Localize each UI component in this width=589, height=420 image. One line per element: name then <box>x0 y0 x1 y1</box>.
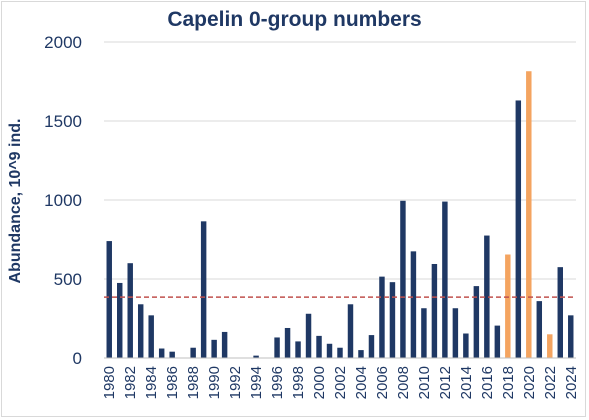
bar-1994 <box>253 355 259 358</box>
bar-1983 <box>137 304 144 358</box>
bar-2023 <box>557 267 563 358</box>
bar-2010 <box>421 308 427 358</box>
bar-1998 <box>295 341 301 358</box>
bar-1982 <box>127 263 133 358</box>
bar-2018 <box>505 254 511 358</box>
bar-2002 <box>337 347 343 358</box>
x-tick-label: 1988 <box>185 366 202 399</box>
bar-2019 <box>515 100 522 359</box>
y-tick-label: 2000 <box>44 33 82 52</box>
bar-2007 <box>389 282 396 358</box>
chart-title: Capelin 0-group numbers <box>167 8 422 31</box>
x-tick-label: 2012 <box>437 366 454 399</box>
bar-2012 <box>442 201 448 358</box>
x-tick-labels: 1980 1982 1984 1986 1988 1990 1992 1994 1996 1998… <box>101 366 580 399</box>
x-tick-label: 1996 <box>269 366 286 399</box>
y-tick-label: 500 <box>54 270 82 289</box>
bar-2008 <box>400 200 406 358</box>
bar-2024 <box>568 315 574 358</box>
bar-1989 <box>200 221 207 358</box>
x-tick-label: 1982 <box>122 366 139 399</box>
x-tick-label: 2000 <box>311 366 328 399</box>
x-tick-label: 2006 <box>374 366 391 399</box>
x-tick-label: 1994 <box>248 366 265 399</box>
x-tick-label: 1992 <box>227 366 244 399</box>
x-tick-label: 2008 <box>395 366 412 399</box>
bar-1996 <box>274 337 280 358</box>
x-tick-label: 2022 <box>542 366 559 399</box>
bar-2006 <box>379 276 385 358</box>
x-tick-label: 1984 <box>143 366 160 399</box>
x-tick-label: 1998 <box>290 366 307 399</box>
bar-2001 <box>326 343 333 358</box>
x-tick-label: 2020 <box>521 366 538 399</box>
gridlines <box>104 41 576 280</box>
bar-2004 <box>358 350 364 358</box>
bar-2015 <box>473 286 480 358</box>
x-tick-label: 2004 <box>353 366 370 399</box>
bar-1981 <box>117 282 123 358</box>
x-tick-label: 1990 <box>206 366 223 399</box>
x-tick-label: 1986 <box>164 366 181 399</box>
bar-2011 <box>431 263 438 358</box>
bar-2017 <box>494 325 501 358</box>
bars <box>106 71 574 359</box>
x-tick-label: 2010 <box>416 366 433 399</box>
x-tick-label: 2002 <box>332 366 349 399</box>
bar-1991 <box>221 331 228 358</box>
bar-1988 <box>190 347 196 358</box>
bar-2009 <box>410 251 417 358</box>
bar-1997 <box>284 327 291 358</box>
y-tick-label: 1000 <box>44 191 82 210</box>
bar-2000 <box>316 335 322 358</box>
y-tick-label: 0 <box>73 349 82 368</box>
bar-2003 <box>347 304 354 358</box>
bar-2022 <box>547 334 553 358</box>
bar-2020 <box>526 71 532 358</box>
bar-1999 <box>305 313 312 358</box>
x-tick-label: 2014 <box>458 366 475 399</box>
bar-2013 <box>452 308 459 358</box>
bar-2016 <box>484 235 490 358</box>
x-tick-label: 2024 <box>563 366 580 399</box>
y-tick-label: 1500 <box>44 112 82 131</box>
bar-2021 <box>536 301 543 358</box>
bar-1980 <box>106 241 112 358</box>
bar-1986 <box>169 351 175 358</box>
bar-1984 <box>148 315 154 358</box>
bar-2005 <box>368 335 375 358</box>
x-tick-label: 2016 <box>479 366 496 399</box>
x-tick-label: 2018 <box>500 366 517 399</box>
bar-1990 <box>211 339 217 358</box>
bar-1985 <box>158 348 165 358</box>
y-tick-labels: 0 500 1000 1500 2000 <box>44 33 82 368</box>
bar-2014 <box>463 333 469 358</box>
x-tick-label: 1980 <box>101 366 118 399</box>
